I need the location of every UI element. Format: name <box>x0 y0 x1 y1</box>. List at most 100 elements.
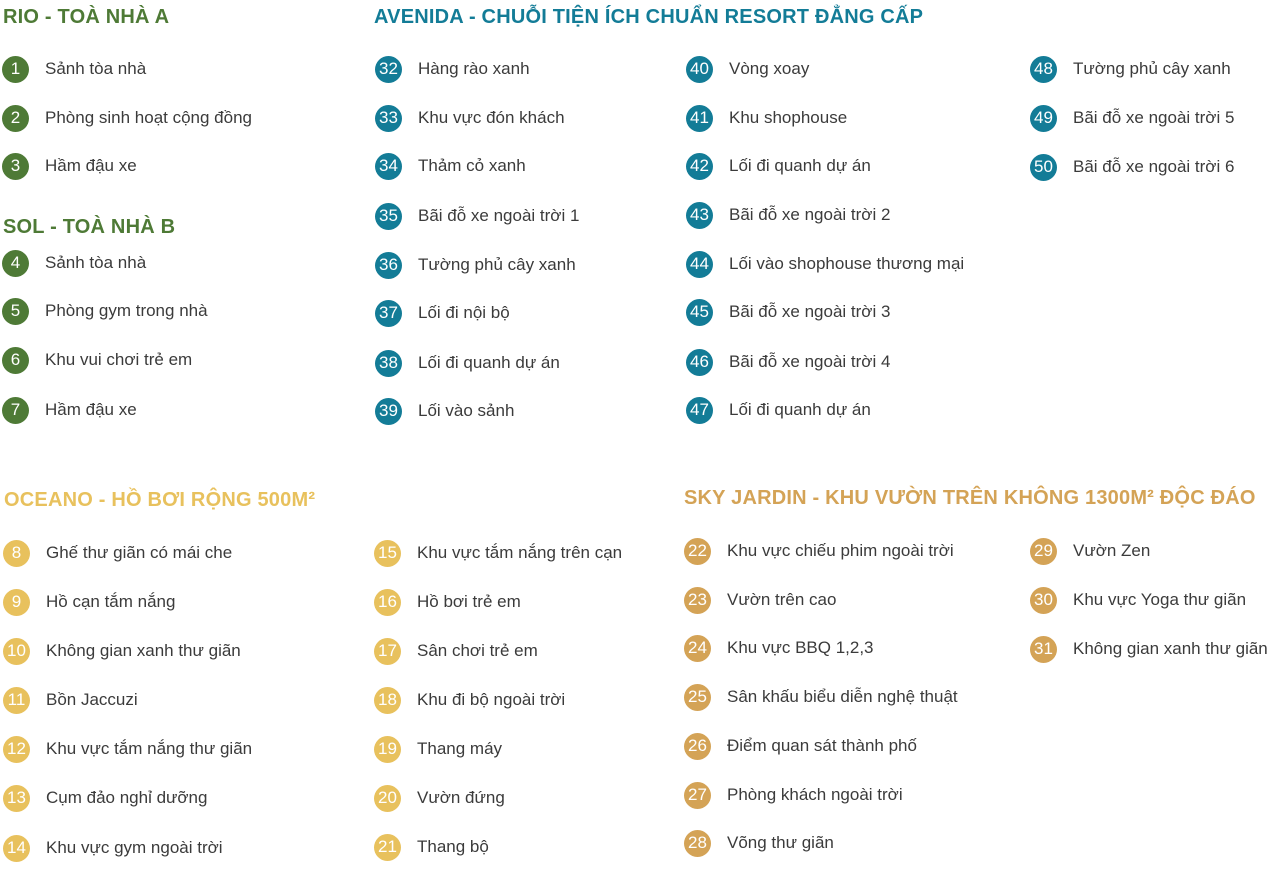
amenity-39: 39 Lối vào sảnh <box>375 396 514 426</box>
avenida-title: AVENIDA - CHUỖI TIỆN ÍCH CHUẨN RESORT ĐẲ… <box>374 6 924 28</box>
amenity-35: 35 Bãi đỗ xe ngoài trời 1 <box>375 201 579 231</box>
number-badge-25: 25 <box>684 683 711 711</box>
amenity-label-50: Bãi đỗ xe ngoài trời 6 <box>1073 157 1235 176</box>
number-badge-38: 38 <box>375 349 402 377</box>
number-badge-35: 35 <box>375 202 402 230</box>
amenity-3: 3 Hầm đậu xe <box>2 151 137 181</box>
amenity-label-16: Hồ bơi trẻ em <box>417 592 521 611</box>
amenity-label-5: Phòng gym trong nhà <box>45 301 208 320</box>
number-badge-42: 42 <box>686 152 713 180</box>
number-badge-48: 48 <box>1030 55 1057 83</box>
amenity-label-6: Khu vui chơi trẻ em <box>45 350 193 369</box>
amenity-4: 4 Sảnh tòa nhà <box>2 248 146 278</box>
amenity-46: 46 Bãi đỗ xe ngoài trời 4 <box>686 347 890 377</box>
amenity-label-27: Phòng khách ngoài trời <box>727 785 903 804</box>
amenity-16: 16 Hồ bơi trẻ em <box>374 587 521 617</box>
number-badge-19: 19 <box>374 735 401 763</box>
number-badge-36: 36 <box>375 251 402 279</box>
amenity-12: 12 Khu vực tắm nắng thư giãn <box>3 734 252 764</box>
amenity-23: 23 Vườn trên cao <box>684 585 836 615</box>
amenity-24: 24 Khu vực BBQ 1,2,3 <box>684 633 874 663</box>
amenity-20: 20 Vườn đứng <box>374 783 505 813</box>
amenity-label-11: Bồn Jaccuzi <box>46 690 138 709</box>
amenity-26: 26 Điểm quan sát thành phố <box>684 731 917 761</box>
amenity-34: 34 Thảm cỏ xanh <box>375 151 526 181</box>
number-badge-14: 14 <box>3 834 30 862</box>
amenity-13: 13 Cụm đảo nghỉ dưỡng <box>3 783 207 813</box>
amenity-5: 5 Phòng gym trong nhà <box>2 296 208 326</box>
number-badge-28: 28 <box>684 829 711 857</box>
amenity-label-26: Điểm quan sát thành phố <box>727 736 917 755</box>
amenity-label-29: Vườn Zen <box>1073 541 1151 560</box>
amenity-label-1: Sảnh tòa nhà <box>45 59 147 78</box>
number-badge-32: 32 <box>375 55 402 83</box>
number-badge-40: 40 <box>686 55 713 83</box>
number-badge-45: 45 <box>686 298 713 326</box>
amenity-label-9: Hồ cạn tắm nắng <box>46 592 176 611</box>
amenity-38: 38 Lối đi quanh dự án <box>375 348 560 378</box>
amenity-1: 1 Sảnh tòa nhà <box>2 54 146 84</box>
amenity-label-25: Sân khấu biểu diễn nghệ thuật <box>727 687 958 706</box>
number-badge-37: 37 <box>375 299 402 327</box>
number-badge-30: 30 <box>1030 586 1057 614</box>
amenity-19: 19 Thang máy <box>374 734 502 764</box>
number-badge-3: 3 <box>2 152 29 180</box>
amenity-label-34: Thảm cỏ xanh <box>418 156 526 175</box>
amenity-label-23: Vườn trên cao <box>727 590 837 609</box>
number-badge-49: 49 <box>1030 104 1057 132</box>
amenity-43: 43 Bãi đỗ xe ngoài trời 2 <box>686 200 890 230</box>
amenity-label-36: Tường phủ cây xanh <box>418 255 576 274</box>
number-badge-23: 23 <box>684 586 711 614</box>
number-badge-34: 34 <box>375 152 402 180</box>
amenity-label-4: Sảnh tòa nhà <box>45 253 147 272</box>
amenity-label-45: Bãi đỗ xe ngoài trời 3 <box>729 302 891 321</box>
amenity-30: 30 Khu vực Yoga thư giãn <box>1030 585 1246 615</box>
number-badge-39: 39 <box>375 397 402 425</box>
amenity-label-12: Khu vực tắm nắng thư giãn <box>46 739 253 758</box>
number-badge-12: 12 <box>3 735 30 763</box>
number-badge-24: 24 <box>684 634 711 662</box>
amenity-label-35: Bãi đỗ xe ngoài trời 1 <box>418 206 580 225</box>
amenity-label-13: Cụm đảo nghỉ dưỡng <box>46 788 208 807</box>
number-badge-16: 16 <box>374 588 401 616</box>
amenity-label-8: Ghế thư giãn có mái che <box>46 543 233 562</box>
number-badge-26: 26 <box>684 732 711 760</box>
number-badge-17: 17 <box>374 637 401 665</box>
number-badge-11: 11 <box>3 686 30 714</box>
amenity-label-47: Lối đi quanh dự án <box>729 400 871 419</box>
amenity-label-37: Lối đi nội bộ <box>418 303 510 322</box>
number-badge-21: 21 <box>374 833 401 861</box>
amenity-11: 11 Bồn Jaccuzi <box>3 685 138 715</box>
amenity-40: 40 Vòng xoay <box>686 54 809 84</box>
amenity-14: 14 Khu vực gym ngoài trời <box>3 833 223 863</box>
number-badge-20: 20 <box>374 784 401 812</box>
amenity-label-2: Phòng sinh hoạt cộng đồng <box>45 108 253 127</box>
amenity-label-41: Khu shophouse <box>729 108 848 127</box>
amenity-label-7: Hầm đậu xe <box>45 400 137 419</box>
amenity-label-31: Không gian xanh thư giãn <box>1073 639 1268 658</box>
amenity-6: 6 Khu vui chơi trẻ em <box>2 345 192 375</box>
sol-title: SOL - TOÀ NHÀ B <box>3 216 176 238</box>
number-badge-22: 22 <box>684 537 711 565</box>
amenity-label-19: Thang máy <box>417 739 503 758</box>
number-badge-43: 43 <box>686 201 713 229</box>
amenity-49: 49 Bãi đỗ xe ngoài trời 5 <box>1030 103 1234 133</box>
number-badge-4: 4 <box>2 249 29 277</box>
amenity-label-49: Bãi đỗ xe ngoài trời 5 <box>1073 108 1235 127</box>
amenity-27: 27 Phòng khách ngoài trời <box>684 780 903 810</box>
amenity-21: 21 Thang bộ <box>374 832 489 862</box>
number-badge-15: 15 <box>374 539 401 567</box>
amenity-label-24: Khu vực BBQ 1,2,3 <box>727 638 874 657</box>
amenity-label-39: Lối vào sảnh <box>418 401 515 420</box>
number-badge-27: 27 <box>684 781 711 809</box>
oceano-title: OCEANO - HỒ BƠI RỘNG 500M² <box>4 489 316 511</box>
amenity-17: 17 Sân chơi trẻ em <box>374 636 538 666</box>
number-badge-29: 29 <box>1030 537 1057 565</box>
amenity-label-21: Thang bộ <box>417 837 489 856</box>
amenity-label-43: Bãi đỗ xe ngoài trời 2 <box>729 205 891 224</box>
amenity-label-28: Võng thư giãn <box>727 833 834 852</box>
amenity-label-3: Hầm đậu xe <box>45 156 137 175</box>
amenity-7: 7 Hầm đậu xe <box>2 395 137 425</box>
amenity-41: 41 Khu shophouse <box>686 103 847 133</box>
number-badge-7: 7 <box>2 396 29 424</box>
